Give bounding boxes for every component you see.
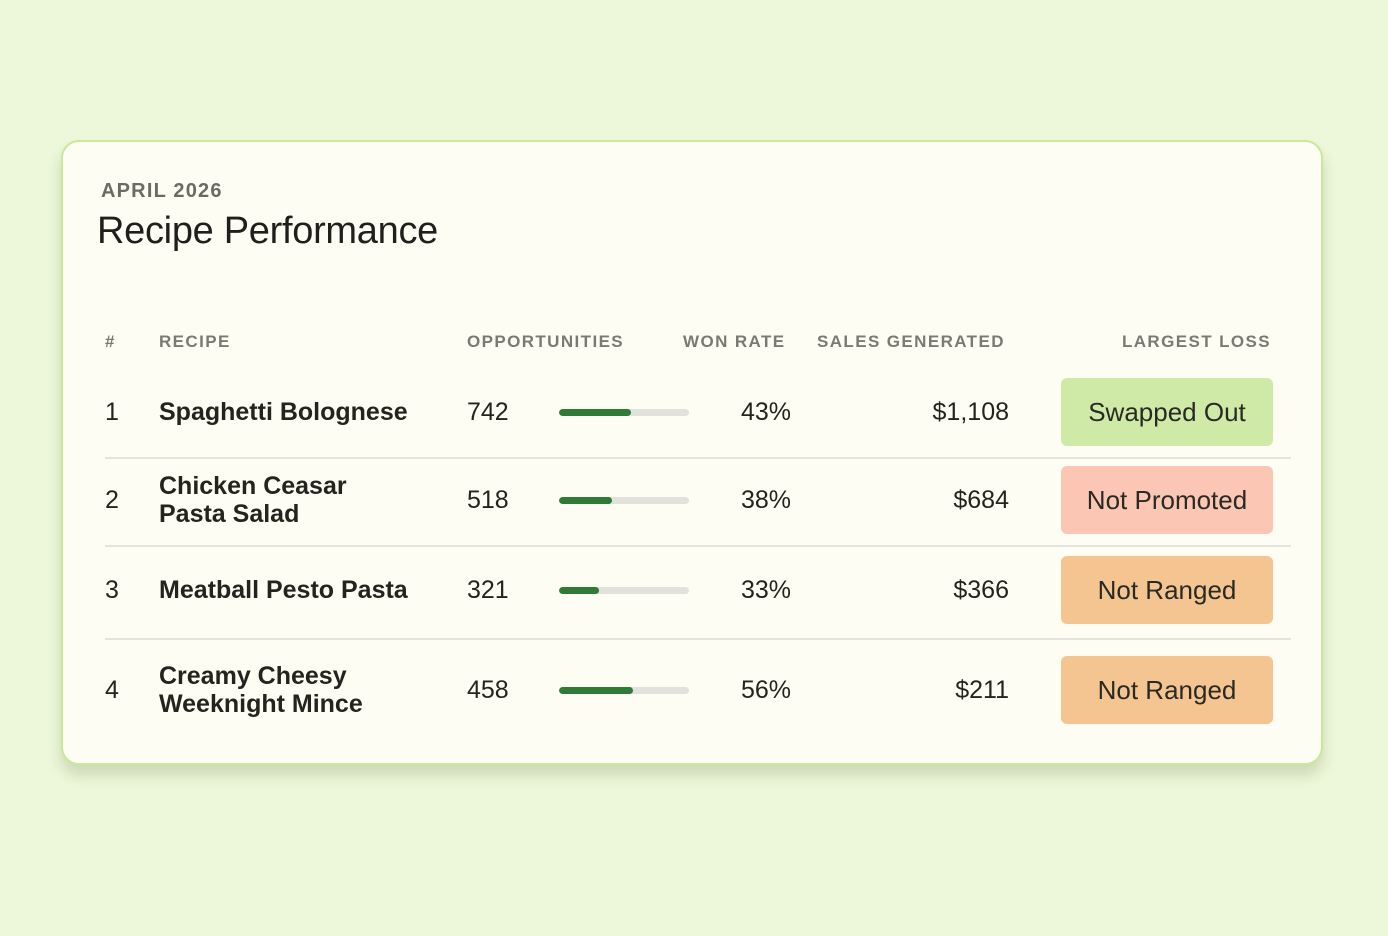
won-rate-value: 43% — [740, 397, 791, 426]
column-header-opportunities[interactable]: OPPORTUNITIES — [467, 332, 625, 351]
largest-loss-badge: Not Ranged — [1061, 556, 1273, 624]
recipe-performance-card: APRIL 2026 Recipe Performance # RECIPE O… — [61, 140, 1323, 765]
opportunities-bar-fill — [559, 497, 613, 504]
page-title: Recipe Performance — [97, 210, 438, 252]
recipe-name-line: Weeknight Mince — [159, 690, 363, 718]
column-header-sales-generated[interactable]: SALES GENERATED — [817, 332, 1005, 351]
won-rate-value: 33% — [740, 575, 791, 604]
opportunities-bar — [559, 409, 689, 416]
column-header-number: # — [105, 332, 116, 351]
largest-loss-badge: Not Ranged — [1061, 656, 1273, 724]
largest-loss-badge: Not Promoted — [1061, 466, 1273, 534]
opportunities-value: 518 — [467, 485, 509, 514]
table-row[interactable]: 1 Spaghetti Bolognese 742 43% $1,108 Swa… — [63, 378, 1321, 446]
row-divider — [105, 457, 1291, 459]
table-row[interactable]: 4 Creamy Cheesy Weeknight Mince 458 56% … — [63, 656, 1321, 724]
table-row[interactable]: 2 Chicken Ceasar Pasta Salad 518 38% $68… — [63, 466, 1321, 534]
opportunities-bar-fill — [559, 687, 634, 694]
row-number: 4 — [105, 675, 119, 704]
recipe-name-line: Pasta Salad — [159, 500, 300, 528]
row-divider — [105, 545, 1291, 547]
recipe-name-line: Creamy Cheesy — [159, 662, 347, 690]
table-row[interactable]: 3 Meatball Pesto Pasta 321 33% $366 Not … — [63, 556, 1321, 624]
report-period: APRIL 2026 — [101, 180, 223, 202]
won-rate-value: 56% — [740, 675, 791, 704]
column-header-won-rate[interactable]: WON RATE — [683, 332, 786, 351]
recipe-name[interactable]: Spaghetti Bolognese — [159, 378, 449, 446]
opportunities-value: 321 — [467, 575, 509, 604]
recipe-name-line: Chicken Ceasar — [159, 472, 347, 500]
opportunities-bar — [559, 587, 689, 594]
column-header-largest-loss[interactable]: LARGEST LOSS — [1121, 332, 1271, 351]
opportunities-bar — [559, 687, 689, 694]
largest-loss-badge: Swapped Out — [1061, 378, 1273, 446]
recipe-name[interactable]: Chicken Ceasar Pasta Salad — [159, 466, 449, 534]
row-number: 1 — [105, 397, 119, 426]
opportunities-bar — [559, 497, 689, 504]
recipe-name[interactable]: Creamy Cheesy Weeknight Mince — [159, 656, 449, 724]
sales-generated-value: $211 — [955, 675, 1009, 704]
row-number: 2 — [105, 485, 119, 514]
recipe-name-line: Spaghetti Bolognese — [159, 398, 408, 426]
sales-generated-value: $1,108 — [932, 397, 1009, 426]
opportunities-value: 742 — [467, 397, 509, 426]
row-divider — [105, 638, 1291, 640]
opportunities-bar-fill — [559, 409, 631, 416]
column-header-recipe[interactable]: RECIPE — [159, 332, 231, 351]
opportunities-bar-fill — [559, 587, 600, 594]
row-number: 3 — [105, 575, 119, 604]
opportunities-value: 458 — [467, 675, 509, 704]
sales-generated-value: $684 — [953, 485, 1009, 514]
recipe-name[interactable]: Meatball Pesto Pasta — [159, 556, 449, 624]
recipe-name-line: Meatball Pesto Pasta — [159, 576, 408, 604]
won-rate-value: 38% — [740, 485, 791, 514]
sales-generated-value: $366 — [953, 575, 1009, 604]
